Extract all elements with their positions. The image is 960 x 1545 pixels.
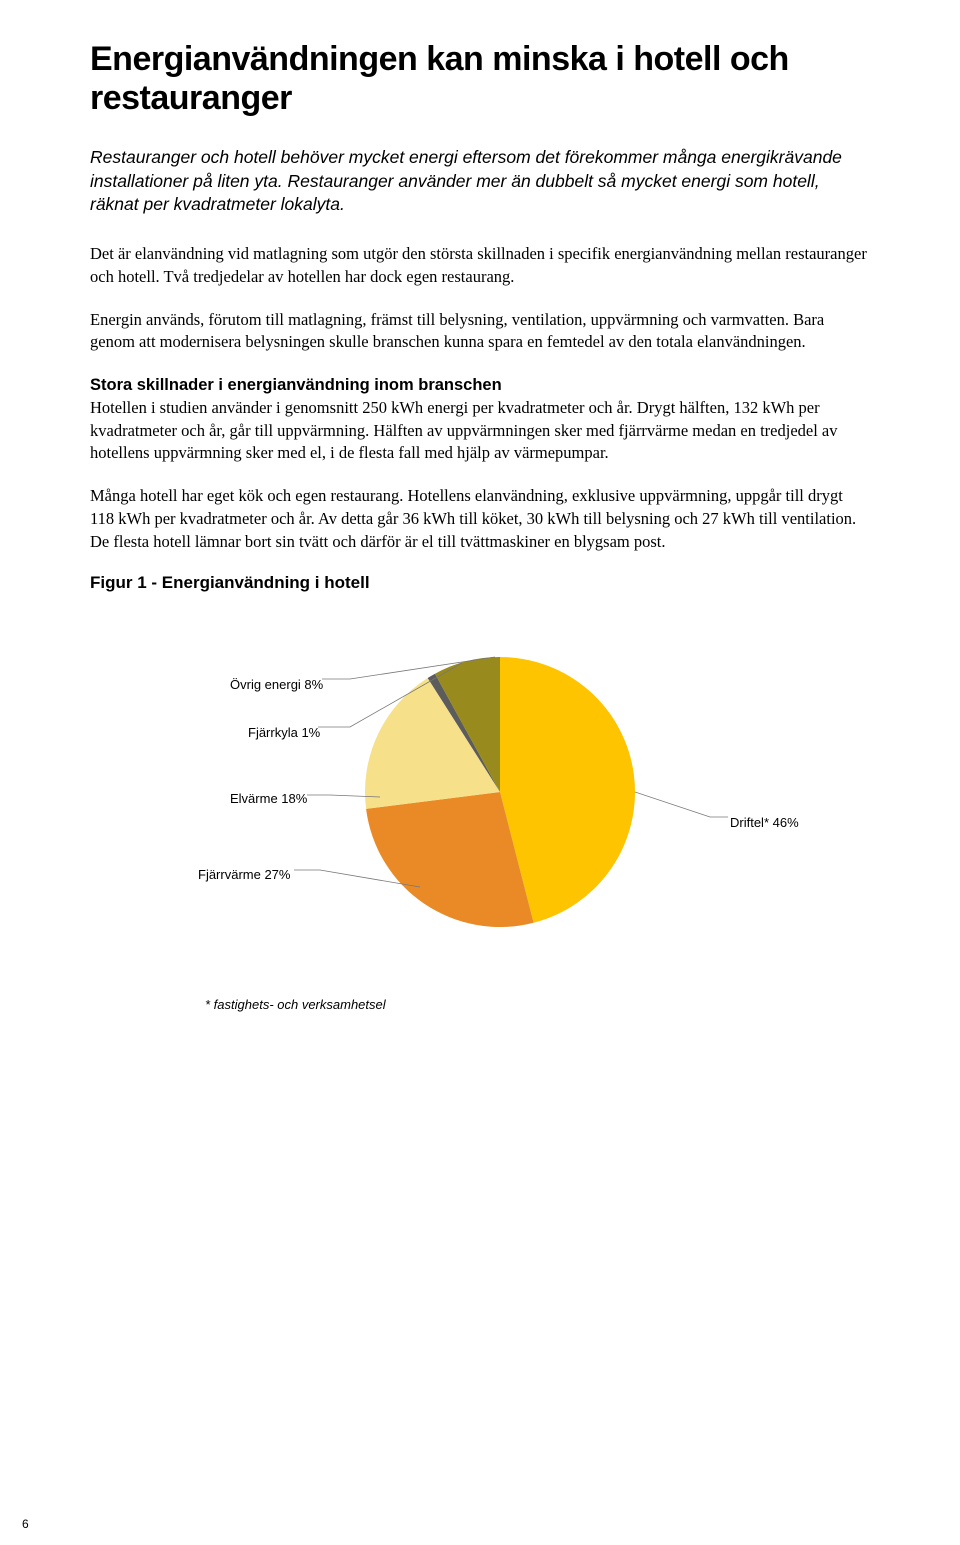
pie-label: Driftel* 46% — [730, 815, 799, 830]
leader-line — [635, 792, 728, 817]
body-text: Hotellen i studien använder i genomsnitt… — [90, 398, 838, 463]
chart-footnote: * fastighets- och verksamhetsel — [205, 997, 870, 1012]
pie-chart: Driftel* 46% Fjärrvärme 27% Elvärme 18% Fjä… — [90, 607, 870, 967]
pie-label: Elvärme 18% — [230, 791, 307, 806]
page-title: Energianvändningen kan minska i hotell o… — [90, 40, 870, 118]
section-subhead: Stora skillnader i energianvändning inom… — [90, 376, 502, 394]
pie-label: Övrig energi 8% — [230, 677, 323, 692]
body-paragraph: Det är elanvändning vid matlagning som u… — [90, 243, 870, 289]
pie-chart-svg — [90, 607, 870, 967]
body-paragraph: Många hotell har eget kök och egen resta… — [90, 485, 870, 553]
pie-label: Fjärrvärme 27% — [198, 867, 290, 882]
intro-paragraph: Restauranger och hotell behöver mycket e… — [90, 146, 870, 217]
figure-title: Figur 1 - Energianvändning i hotell — [90, 573, 870, 593]
body-paragraph: Energin används, förutom till matlagning… — [90, 309, 870, 355]
page-number: 6 — [22, 1517, 29, 1531]
body-paragraph: Stora skillnader i energianvändning inom… — [90, 374, 870, 465]
pie-label: Fjärrkyla 1% — [248, 725, 320, 740]
